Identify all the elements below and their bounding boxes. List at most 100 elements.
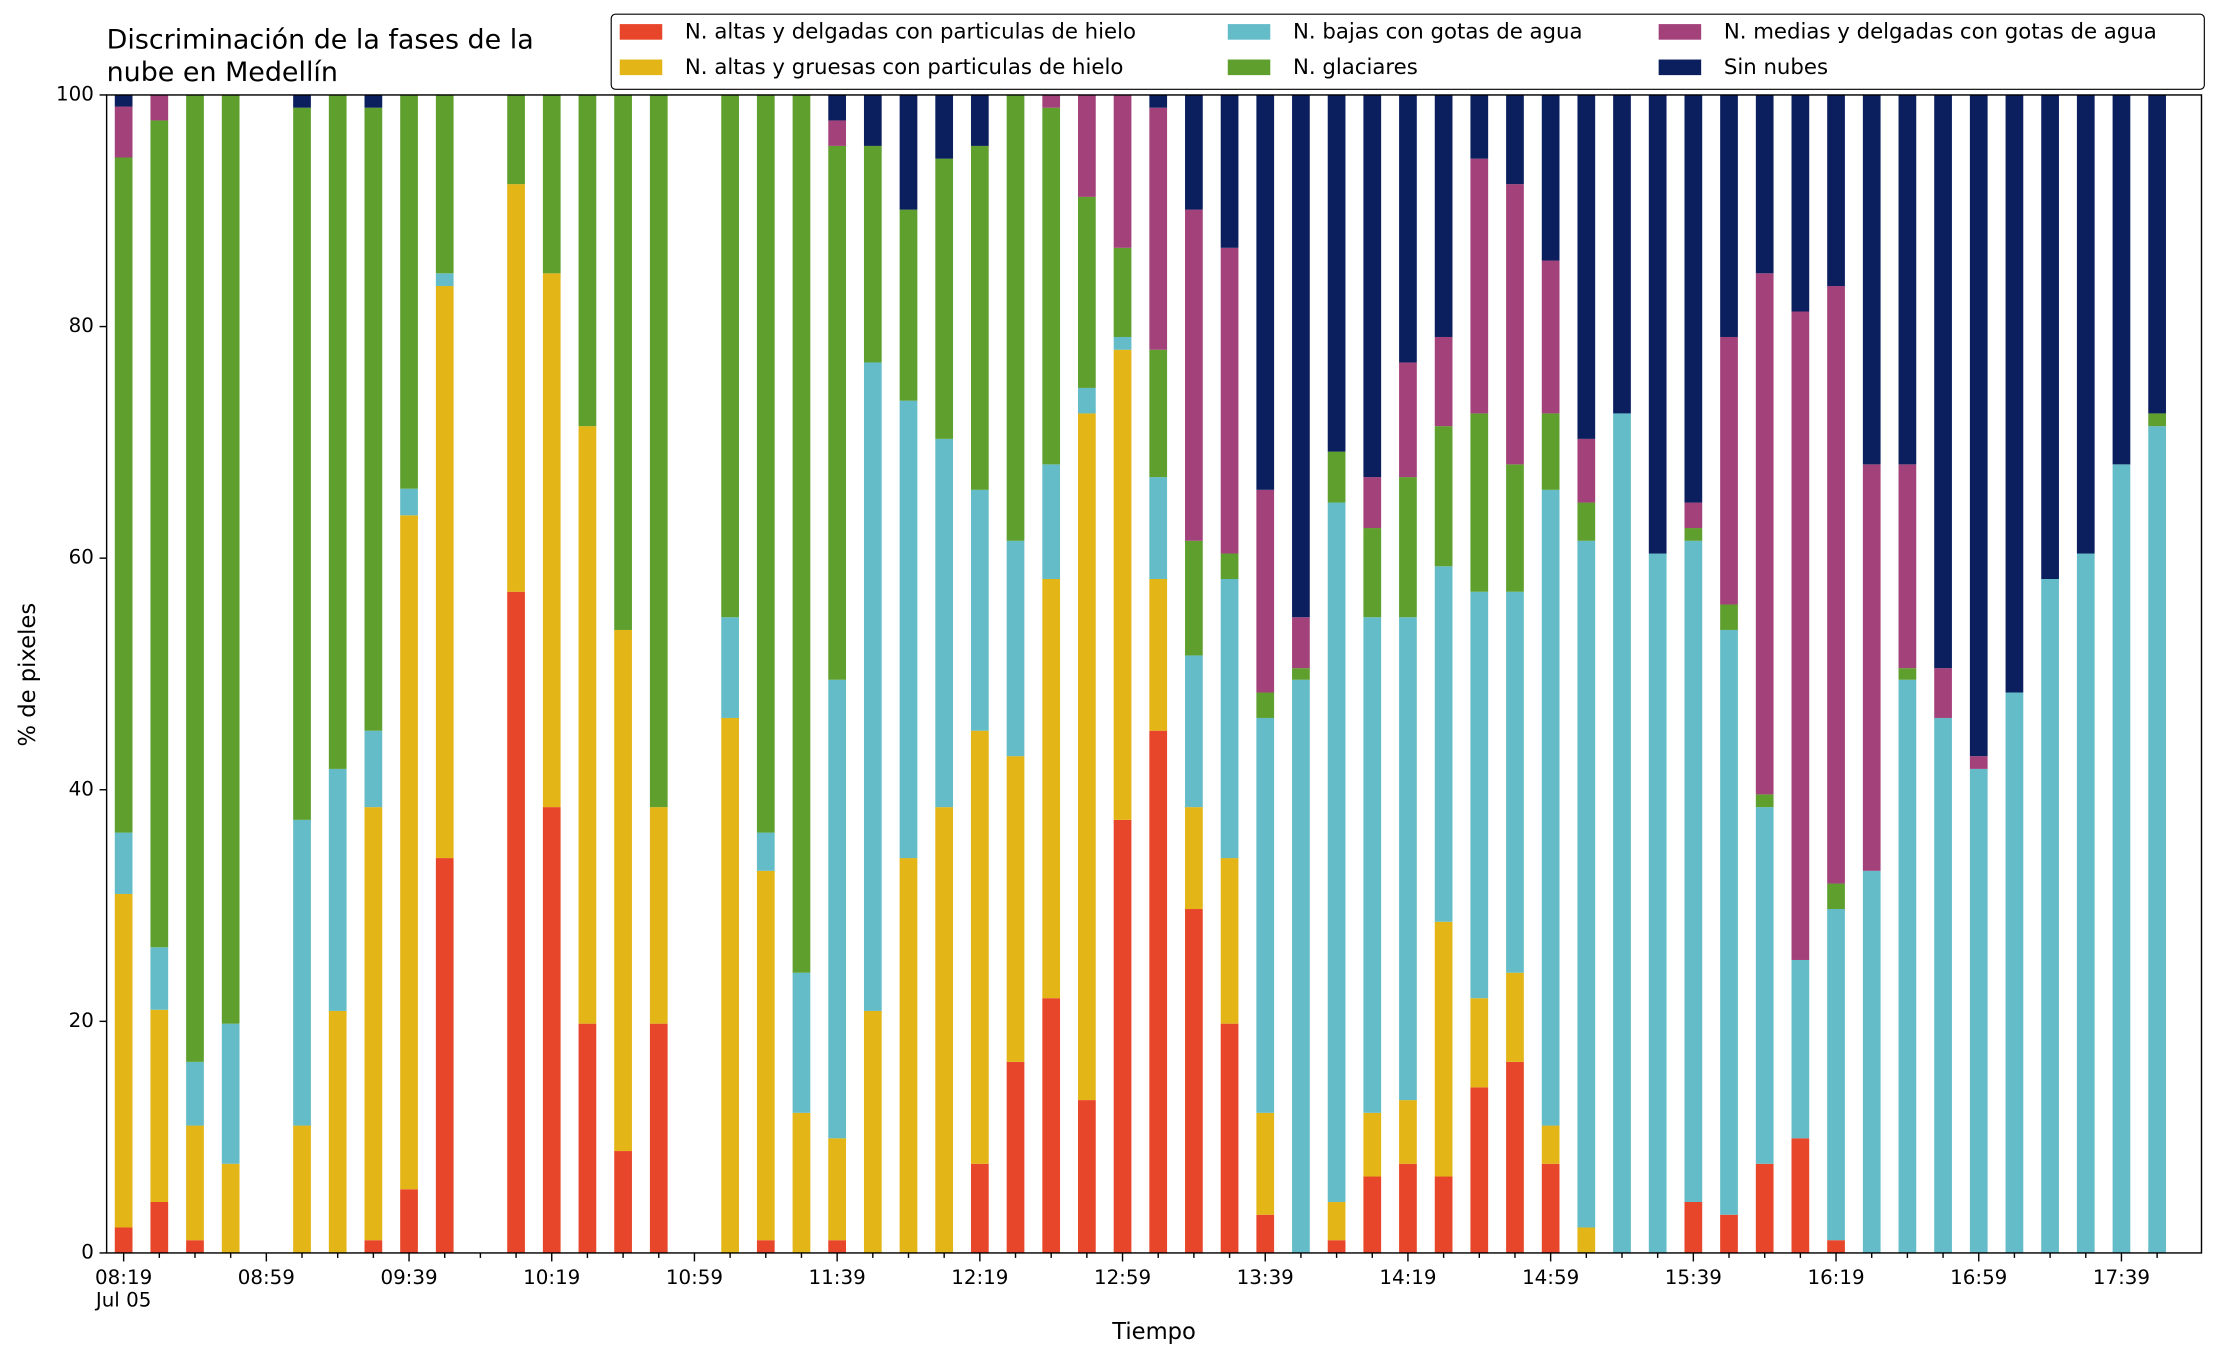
bar-segment bbox=[721, 94, 739, 618]
x-tick-label: 10:59 bbox=[666, 1266, 723, 1289]
bar-segment bbox=[756, 832, 775, 871]
bar-segment bbox=[1969, 768, 1988, 1253]
bar-segment bbox=[1327, 1201, 1346, 1241]
bar-segment bbox=[1827, 1240, 1845, 1253]
bar-segment bbox=[1185, 909, 1203, 1253]
bar-segment bbox=[1185, 540, 1203, 656]
bar-segment bbox=[1185, 209, 1203, 541]
bar-segment bbox=[186, 1125, 204, 1241]
bar-segment bbox=[542, 807, 561, 1253]
bar-segment bbox=[828, 94, 847, 121]
x-tick-label: 16:19 bbox=[1807, 1266, 1864, 1289]
bar-segment bbox=[1292, 94, 1310, 618]
bar-segment bbox=[1006, 94, 1025, 541]
bar-segment bbox=[1613, 413, 1631, 1253]
bar-segment bbox=[1862, 464, 1881, 871]
bar-segment bbox=[507, 94, 525, 185]
bar-segment bbox=[1577, 94, 1596, 439]
bar-segment bbox=[935, 94, 954, 159]
legend-label: N. bajas con gotas de agua bbox=[1293, 20, 1583, 45]
bar-segment bbox=[114, 157, 133, 833]
bar-segment bbox=[542, 94, 561, 274]
bar-segment bbox=[1434, 566, 1453, 922]
bar-segment bbox=[1149, 730, 1168, 1253]
bar-segment bbox=[1541, 260, 1560, 414]
bar-segment bbox=[2005, 94, 2024, 693]
bar-segment bbox=[792, 972, 811, 1113]
bar-segment bbox=[1256, 717, 1275, 1113]
bar-segment bbox=[1470, 591, 1489, 999]
legend-swatch bbox=[1227, 24, 1271, 40]
bar-segment bbox=[293, 819, 311, 1126]
bar-segment bbox=[1078, 413, 1096, 1101]
bar-segment bbox=[792, 94, 811, 973]
bar-segment bbox=[1470, 1087, 1489, 1253]
bar-segment bbox=[435, 94, 454, 274]
bar-segment bbox=[1755, 1163, 1774, 1253]
bar-segment bbox=[935, 807, 954, 1253]
bar-segment bbox=[293, 1125, 311, 1253]
bar-segment bbox=[1934, 717, 1952, 1253]
bar-segment bbox=[1969, 756, 1988, 769]
bar-segment bbox=[935, 158, 954, 439]
bar-segment bbox=[899, 858, 918, 1253]
bar-segment bbox=[1827, 286, 1845, 884]
x-tick-label: 12:59 bbox=[1094, 1266, 1151, 1289]
bar-segment bbox=[364, 807, 383, 1241]
bar-segment bbox=[150, 94, 169, 121]
bar-segment bbox=[970, 489, 989, 731]
y-axis-label: % de pixeles bbox=[15, 603, 41, 747]
bar-segment bbox=[1684, 502, 1703, 529]
bar-segment bbox=[186, 94, 204, 1062]
bar-segment bbox=[756, 1240, 775, 1253]
bar-segment bbox=[1934, 94, 1952, 669]
bar-segment bbox=[1898, 94, 1917, 465]
bar-segment bbox=[114, 893, 133, 1228]
bar-segment bbox=[1149, 477, 1168, 580]
bar-segment bbox=[1862, 870, 1881, 1253]
bar-segment bbox=[1577, 502, 1596, 541]
bar-segment bbox=[1434, 336, 1453, 427]
bar-segment bbox=[328, 1010, 347, 1253]
bar-segment bbox=[2041, 94, 2059, 580]
x-tick-label: 11:39 bbox=[809, 1266, 866, 1289]
bar-segment bbox=[1363, 94, 1382, 478]
legend-swatch bbox=[619, 59, 663, 76]
bar-segment bbox=[1042, 464, 1061, 580]
bar-segment bbox=[364, 1240, 383, 1253]
bar-segment bbox=[1399, 617, 1417, 1101]
bar-segment bbox=[1042, 94, 1061, 108]
bar-segment bbox=[400, 515, 418, 1190]
bar-segment bbox=[721, 617, 739, 718]
bar-segment bbox=[221, 1023, 240, 1164]
bar-segment bbox=[1220, 553, 1239, 580]
bar-segment bbox=[1755, 807, 1774, 1164]
bar-segment bbox=[1506, 972, 1524, 1062]
bar-segment bbox=[1006, 1061, 1025, 1253]
bar-segment bbox=[899, 94, 918, 210]
bar-segment bbox=[756, 94, 775, 833]
x-axis-label: Tiempo bbox=[1111, 1319, 1196, 1345]
bar-segment bbox=[614, 1151, 632, 1253]
bar-segment bbox=[863, 94, 882, 146]
bar-segment bbox=[114, 832, 133, 894]
bar-segment bbox=[828, 679, 847, 1139]
bar-segment bbox=[1434, 921, 1453, 1177]
bar-segment bbox=[2005, 692, 2024, 1253]
bar-segment bbox=[364, 107, 383, 731]
x-tick-label: 14:19 bbox=[1379, 1266, 1436, 1289]
bar-segment bbox=[1684, 1201, 1703, 1253]
legend-box bbox=[610, 13, 2205, 90]
bar-segment bbox=[1827, 94, 1845, 287]
x-tick-label: 16:59 bbox=[1950, 1266, 2007, 1289]
bar-segment bbox=[1755, 273, 1774, 795]
x-tick-label: 14:59 bbox=[1522, 1266, 1579, 1289]
bar-segment bbox=[1827, 909, 1845, 1241]
legend-label: N. altas y gruesas con particulas de hie… bbox=[685, 55, 1123, 80]
bar-segment bbox=[364, 730, 383, 808]
bar-segment bbox=[1506, 591, 1524, 973]
bar-segment bbox=[507, 591, 525, 1253]
bar-segment bbox=[970, 730, 989, 1164]
x-tick-label: 12:19 bbox=[951, 1266, 1008, 1289]
y-tick-label: 100 bbox=[56, 82, 94, 105]
